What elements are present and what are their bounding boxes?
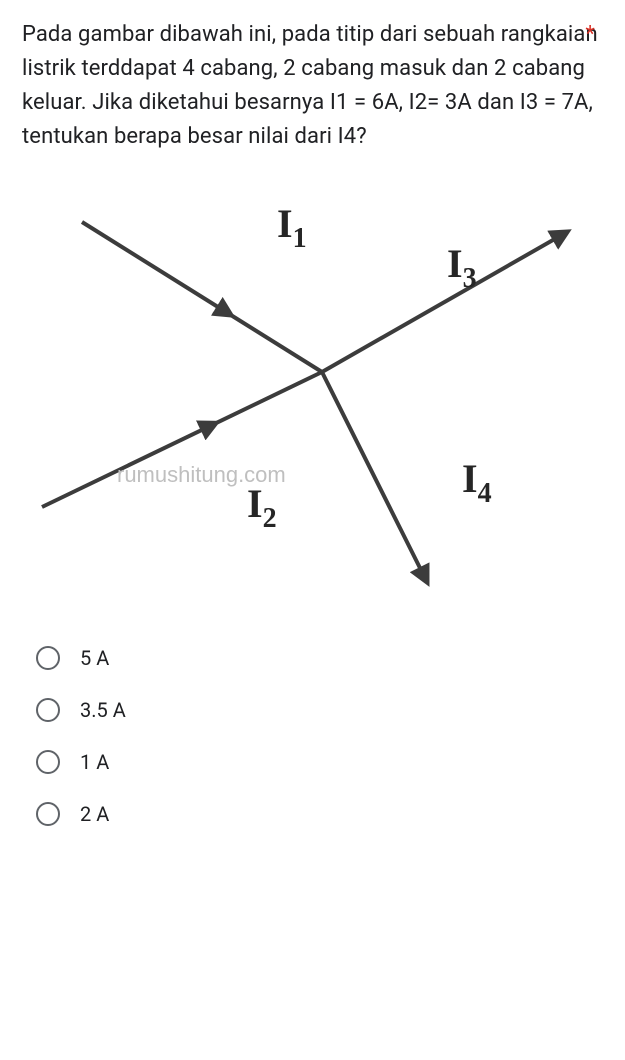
option-row[interactable]: 2 A bbox=[22, 788, 603, 840]
question-block: Pada gambar dibawah ini, pada titip dari… bbox=[22, 18, 603, 154]
svg-text:rumushitung.com: rumushitung.com bbox=[117, 462, 286, 487]
svg-text:I4: I4 bbox=[462, 456, 492, 509]
radio-icon[interactable] bbox=[36, 698, 60, 722]
option-row[interactable]: 5 A bbox=[22, 632, 603, 684]
svg-text:I3: I3 bbox=[447, 241, 477, 294]
svg-text:I2: I2 bbox=[247, 481, 277, 534]
option-label: 1 A bbox=[80, 750, 109, 774]
options-group: 5 A 3.5 A 1 A 2 A bbox=[22, 632, 603, 840]
option-row[interactable]: 1 A bbox=[22, 736, 603, 788]
option-label: 2 A bbox=[80, 802, 109, 826]
svg-text:I1: I1 bbox=[277, 201, 307, 254]
option-row[interactable]: 3.5 A bbox=[22, 684, 603, 736]
radio-icon[interactable] bbox=[36, 750, 60, 774]
radio-icon[interactable] bbox=[36, 802, 60, 826]
question-text: Pada gambar dibawah ini, pada titip dari… bbox=[22, 22, 598, 149]
option-label: 5 A bbox=[80, 646, 109, 670]
option-label: 3.5 A bbox=[80, 698, 126, 722]
required-star-icon: * bbox=[585, 18, 595, 52]
circuit-diagram: I1 I2 I3 I4 rumushitung.com bbox=[22, 182, 582, 602]
radio-icon[interactable] bbox=[36, 646, 60, 670]
